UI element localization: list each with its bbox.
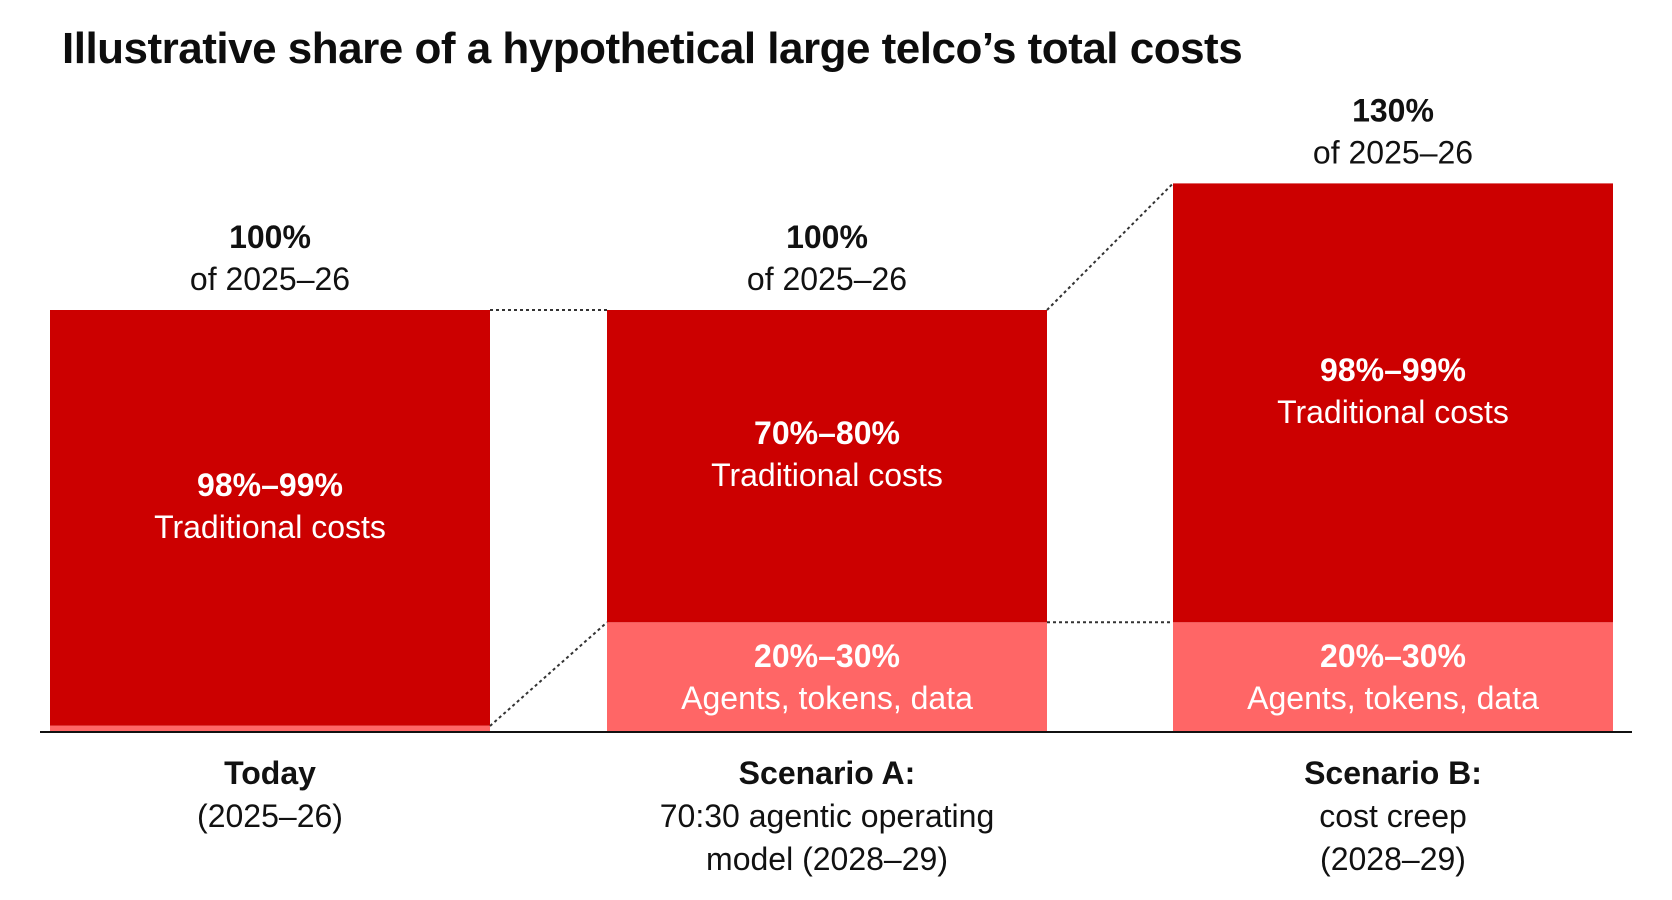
bar-3-category-label-line-2: cost creep <box>1319 798 1467 834</box>
bar-1-category-label-line-2: (2025–26) <box>197 798 343 834</box>
bar-3-total-sublabel: of 2025–26 <box>1313 134 1473 170</box>
bar-1-total-label: 100% <box>229 219 311 255</box>
bar-2-segment-name-label: Traditional costs <box>711 457 943 493</box>
bar-1-segment-value-label: 98%–99% <box>197 467 343 503</box>
bar-3-segment-value-label: 20%–30% <box>1320 638 1466 674</box>
bar-3-category-label-line-1: Scenario B: <box>1304 755 1482 791</box>
bar-3-segment-value-label: 98%–99% <box>1320 352 1466 388</box>
connector-top-a-to-b <box>1046 182 1174 311</box>
bar-2-segment-name-label: Agents, tokens, data <box>681 680 973 716</box>
bar-1-segment-name-label: Traditional costs <box>154 509 386 545</box>
connector-split-today-to-a <box>489 621 608 727</box>
bar-2-segment-value-label: 70%–80% <box>754 415 900 451</box>
bar-3-total-label: 130% <box>1352 92 1434 128</box>
bar-2-total-label: 100% <box>786 219 868 255</box>
bar-1-total-sublabel: of 2025–26 <box>190 261 350 297</box>
bar-2-category-label-line-2: 70:30 agentic operating <box>660 798 994 834</box>
chart-title: Illustrative share of a hypothetical lar… <box>62 24 1243 73</box>
bar-2-category-label-line-3: model (2028–29) <box>706 841 948 877</box>
bar-2-segment-agents-tokens-data <box>607 622 1047 732</box>
bar-3-segment-agents-tokens-data <box>1173 622 1613 732</box>
bar-2-segment-value-label: 20%–30% <box>754 638 900 674</box>
bar-1-segment-agents-tokens-data <box>50 725 490 732</box>
bar-2-category-label-line-1: Scenario A: <box>739 755 916 791</box>
bar-3-segment-name-label: Agents, tokens, data <box>1247 680 1539 716</box>
bar-3-segment-name-label: Traditional costs <box>1277 394 1509 430</box>
bar-2-total-sublabel: of 2025–26 <box>747 261 907 297</box>
bar-3-category-label-line-3: (2028–29) <box>1320 841 1466 877</box>
bar-1-category-label-line-1: Today <box>224 755 316 791</box>
bar-3-segment-traditional-costs <box>1173 183 1613 623</box>
bar-1-segment-traditional-costs <box>50 310 490 726</box>
bar-2-segment-traditional-costs <box>607 310 1047 623</box>
